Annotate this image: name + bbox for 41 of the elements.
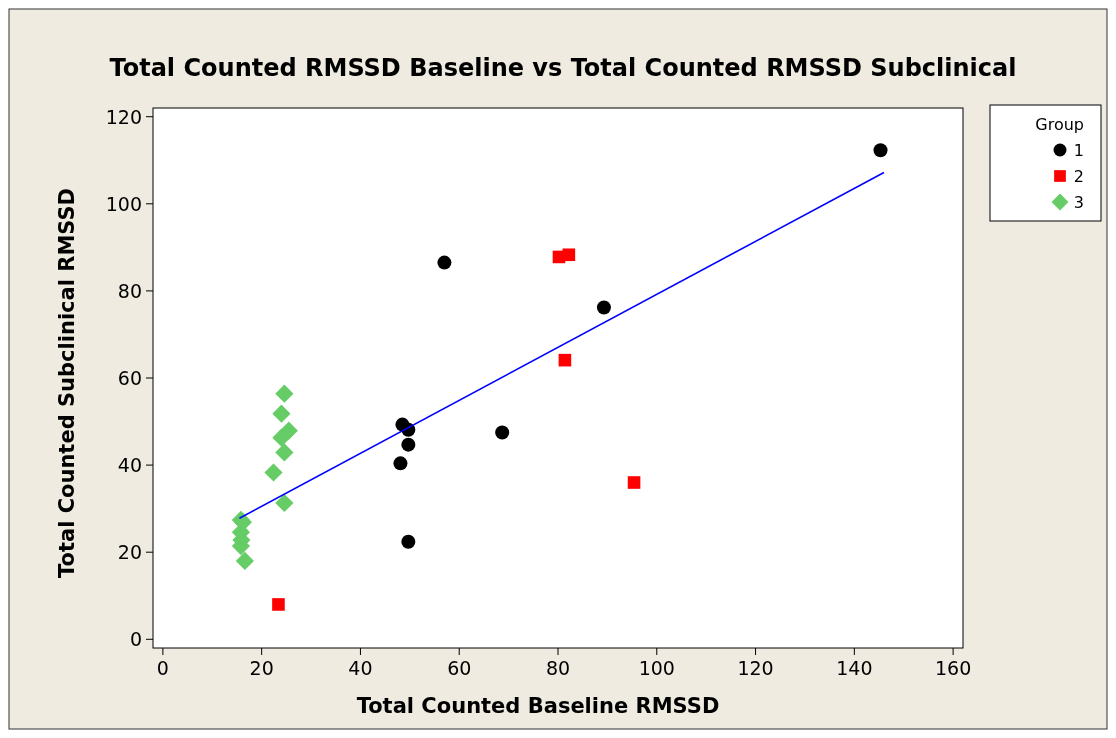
point <box>272 428 291 447</box>
x-tick-label: 20 <box>249 657 274 679</box>
legend-title: Group <box>1035 115 1084 134</box>
point <box>558 353 572 367</box>
point <box>275 384 294 403</box>
x-axis-title: Total Counted Baseline RMSSD <box>356 694 720 718</box>
point <box>401 534 416 549</box>
y-tick-label: 0 <box>129 628 142 651</box>
point <box>401 437 416 452</box>
point <box>873 143 888 158</box>
point <box>272 404 291 423</box>
point <box>275 493 294 513</box>
point <box>275 443 294 462</box>
point <box>235 551 254 570</box>
y-tick-label: 20 <box>117 541 142 564</box>
y-tick-label: 100 <box>105 192 142 215</box>
chart-title: Total Counted RMSSD Baseline vs Total Counted RMSSD Subclinical <box>109 54 1017 82</box>
x-tick-label: 80 <box>545 657 571 679</box>
legend-label: 1 <box>1073 141 1084 160</box>
point <box>264 463 283 482</box>
point <box>393 456 408 471</box>
point <box>495 425 510 440</box>
legend-label: 3 <box>1073 193 1084 212</box>
point <box>627 476 641 489</box>
y-tick-label: 60 <box>117 367 142 389</box>
point <box>596 300 611 315</box>
y-tick-label: 80 <box>117 279 142 302</box>
y-axis-title: Total Counted Subclinical RMSSD <box>55 187 79 579</box>
legend-label: 2 <box>1073 167 1084 186</box>
x-tick-label: 120 <box>737 657 774 679</box>
point <box>437 255 452 270</box>
y-tick-label: 40 <box>117 454 142 477</box>
x-tick-label: 140 <box>836 657 873 679</box>
x-tick-label: 60 <box>447 657 472 679</box>
point <box>272 598 285 611</box>
x-tick-label: 0 <box>156 657 169 679</box>
point <box>562 248 576 262</box>
x-tick-label: 100 <box>638 657 675 679</box>
y-tick-label: 120 <box>105 105 142 128</box>
x-tick-label: 40 <box>348 657 373 679</box>
x-tick-label: 160 <box>934 657 972 679</box>
